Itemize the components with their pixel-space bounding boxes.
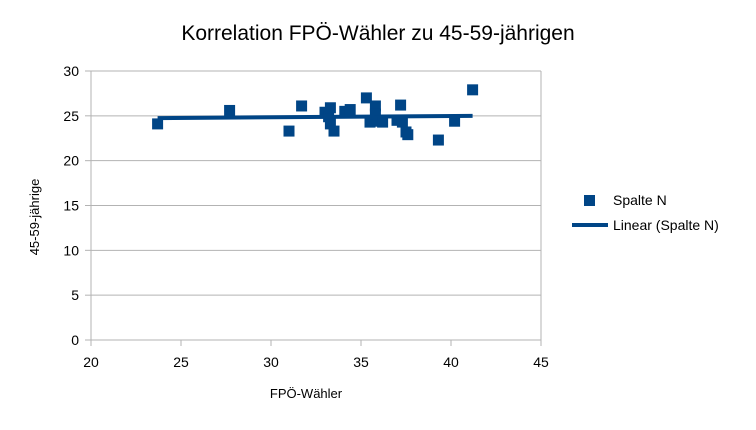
y-tick-label: 25 [63,108,79,124]
data-point [402,129,414,141]
data-point [152,118,164,130]
x-tick-label: 30 [263,354,279,370]
data-point [324,118,336,130]
legend: Spalte N Linear (Spalte N) [572,192,719,233]
gridlines [91,70,541,341]
legend-label-scatter: Spalte N [613,192,667,208]
data-point [296,100,308,112]
x-tick-label: 35 [353,354,369,370]
axes [85,70,542,346]
y-axis-label: 45-59-jährige [27,179,42,256]
data-point [360,92,372,104]
data-point [369,108,381,120]
y-tick-label: 15 [63,198,79,214]
data-point [377,116,389,128]
data-point [344,104,356,116]
x-tick-label: 45 [533,354,549,370]
tick-labels: 0 5 10 15 20 25 30 20 25 30 35 40 45 [63,63,549,370]
y-tick-label: 30 [63,63,79,79]
trendline [157,113,473,121]
data-point [396,116,408,128]
y-tick-label: 10 [63,242,79,258]
data-point [324,102,336,114]
data-point [328,125,340,137]
data-point [283,125,295,137]
data-points [152,84,479,146]
data-point [224,104,236,116]
data-point [432,134,444,146]
x-tick-label: 40 [443,354,459,370]
y-tick-label: 20 [63,153,79,169]
trendline-layer [157,113,473,121]
data-point [467,84,479,96]
data-point [364,116,376,128]
y-tick-label: 5 [71,287,79,303]
data-point [369,100,381,112]
chart-title: Korrelation FPÖ-Wähler zu 45-59-jährigen [181,22,574,45]
data-point [323,111,335,123]
data-point [395,99,407,111]
x-tick-label: 25 [173,354,189,370]
data-point [449,115,461,127]
legend-marker-scatter [584,195,595,206]
x-axis-label: FPÖ-Wähler [270,386,343,401]
x-tick-label: 20 [83,354,99,370]
y-tick-label: 0 [71,332,79,348]
legend-label-trendline: Linear (Spalte N) [613,217,719,233]
